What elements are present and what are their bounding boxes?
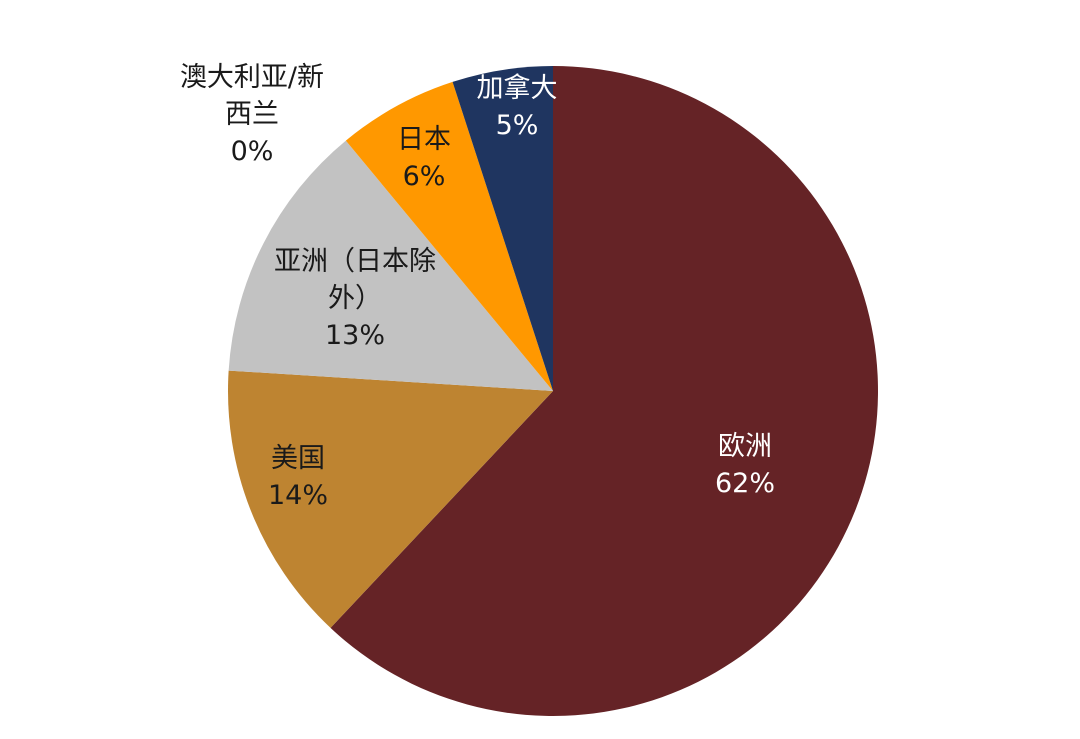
pie-label-2: 美国 14% <box>268 443 328 511</box>
pie-label-4: 日本 6% <box>397 124 451 192</box>
pie-label-name: 加拿大 <box>477 73 558 104</box>
pie-label-name: 日本 <box>397 124 451 155</box>
pie-label-value: 5% <box>496 110 539 141</box>
slices-layer <box>227 66 879 717</box>
pie-slice-3 <box>228 140 553 391</box>
pie-label-name: 美国 <box>271 443 325 474</box>
pie-label-name: 西兰 <box>225 99 279 130</box>
pie-slice-2 <box>227 370 553 628</box>
pie-label-value: 62% <box>715 468 775 499</box>
pie-label-name: 欧洲 <box>718 431 772 462</box>
pie-slice-4 <box>345 81 553 391</box>
pie-label-value: 0% <box>231 136 274 167</box>
pie-label-value: 14% <box>268 480 328 511</box>
pie-slice-1 <box>330 66 879 717</box>
pie-label-1: 欧洲 62% <box>715 431 775 499</box>
pie-label-name: 亚洲（日本除 <box>274 246 436 277</box>
pie-label-5: 加拿大 5% <box>477 73 558 141</box>
pie-label-value: 13% <box>325 320 385 351</box>
pie-label-name: 外） <box>328 283 382 314</box>
pie-slice-5 <box>452 66 553 391</box>
pie-label-name: 澳大利亚/新 <box>180 62 324 93</box>
pie-label-value: 6% <box>403 161 446 192</box>
pie-label-6: 澳大利亚/新西兰 0% <box>180 62 324 167</box>
